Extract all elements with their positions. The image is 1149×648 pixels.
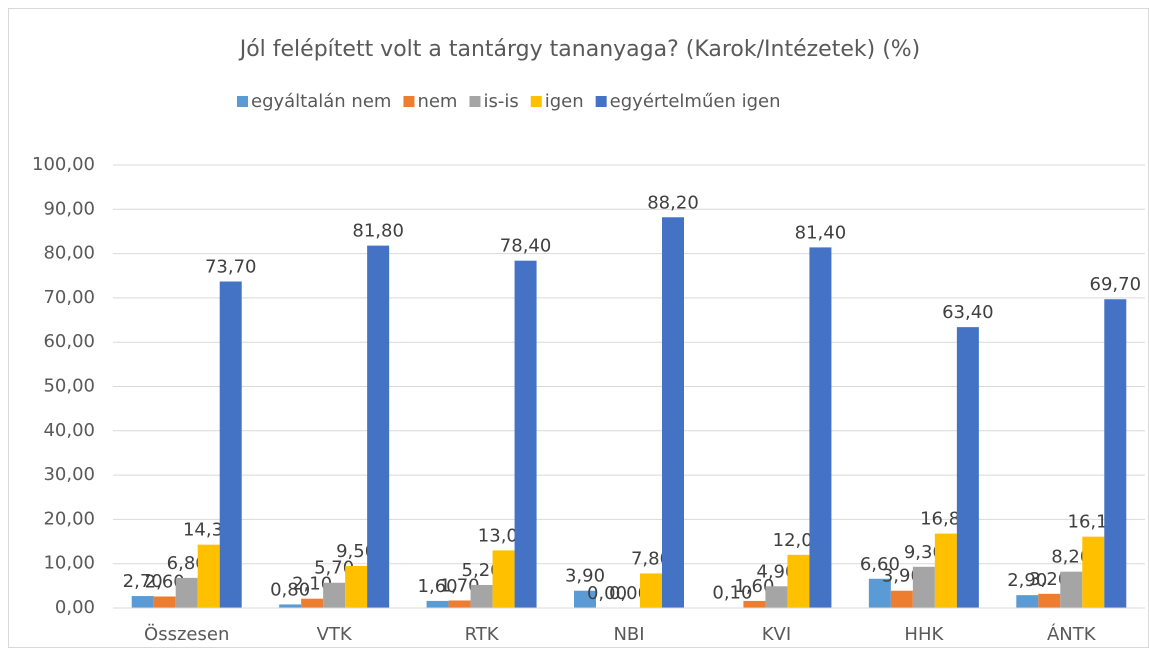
data-label: 9,50 [336, 541, 376, 562]
bar [662, 217, 684, 609]
bar [934, 533, 957, 608]
bar [367, 245, 390, 608]
data-label: 5,20 [462, 560, 502, 581]
bar [197, 544, 220, 608]
x-tick-label: NBI [613, 624, 644, 645]
bar [1060, 571, 1083, 608]
bar [1038, 593, 1061, 608]
data-label: 8,20 [1051, 547, 1091, 568]
data-label: 81,80 [352, 221, 404, 242]
x-tick-label: KVI [762, 624, 791, 645]
legend-label: egyáltalán nem [251, 91, 391, 112]
bar [448, 600, 471, 608]
bar [323, 582, 346, 608]
y-tick-label: 0,00 [55, 597, 95, 618]
bar [345, 565, 368, 608]
bar [492, 550, 515, 608]
data-label: 2,90 [1007, 570, 1047, 591]
y-tick-label: 30,00 [43, 464, 95, 485]
data-label: 1,70 [440, 575, 480, 596]
legend-label: nem [417, 91, 457, 112]
x-tick-label: RTK [465, 624, 500, 645]
y-tick-label: 20,00 [43, 508, 95, 529]
data-label: 7,80 [631, 548, 671, 569]
y-tick-label: 60,00 [43, 331, 95, 352]
bar [574, 590, 596, 608]
bar [175, 577, 198, 608]
bar [787, 554, 810, 608]
legend-swatch [530, 96, 542, 107]
bar [279, 604, 302, 608]
legend-label: egyértelműen igen [610, 91, 781, 112]
bar [426, 600, 449, 608]
x-tick-label: HHK [904, 624, 944, 645]
bar [1082, 536, 1105, 608]
bar [868, 578, 891, 608]
y-tick-label: 50,00 [43, 376, 95, 397]
data-label: 9,30 [904, 542, 944, 563]
data-label: 63,40 [942, 302, 994, 323]
bar [219, 281, 242, 608]
bar [809, 247, 832, 608]
bar [890, 590, 913, 608]
bar [956, 327, 979, 608]
x-tick-label: VTK [317, 624, 353, 645]
legend-swatch [237, 96, 248, 107]
data-label: 6,80 [167, 553, 207, 574]
data-label: 3,90 [882, 566, 922, 587]
bar [743, 600, 766, 608]
bar [131, 596, 154, 608]
chart-title: Jól felépített volt a tantárgy tananyaga… [238, 37, 921, 62]
data-label: 4,90 [756, 561, 796, 582]
legend-label: is-is [483, 91, 518, 112]
data-label: 5,70 [314, 558, 354, 579]
data-label: 2,60 [145, 571, 185, 592]
y-tick-label: 90,00 [43, 198, 95, 219]
data-label: 3,20 [1029, 569, 1069, 590]
bar [765, 586, 788, 608]
x-tick-label: Összesen [144, 623, 229, 645]
bar [912, 566, 935, 608]
data-label: 0,00 [609, 583, 649, 604]
data-label: 1,60 [734, 576, 774, 597]
y-tick-label: 80,00 [43, 243, 95, 264]
bar [1104, 299, 1127, 608]
data-label: 0,80 [270, 579, 310, 600]
legend-swatch [595, 96, 607, 107]
data-label: 2,70 [123, 571, 163, 592]
bar [301, 598, 324, 608]
data-label: 0,00 [587, 583, 627, 604]
bar [1016, 595, 1039, 608]
data-label: 73,70 [205, 257, 257, 278]
data-label: 2,10 [292, 574, 332, 595]
y-tick-label: 40,00 [43, 420, 95, 441]
y-tick-label: 100,00 [32, 154, 95, 175]
data-label: 78,40 [500, 236, 552, 257]
y-tick-label: 10,00 [43, 553, 95, 574]
data-label: 0,10 [712, 583, 752, 604]
legend-label: igen [545, 91, 584, 112]
bar [640, 573, 662, 608]
data-label: 81,40 [795, 222, 847, 243]
data-label: 1,60 [418, 576, 458, 597]
bar [470, 584, 493, 608]
legend-swatch [403, 96, 415, 107]
data-label: 69,70 [1090, 274, 1142, 295]
bar [514, 260, 537, 608]
legend-swatch [469, 96, 481, 107]
data-label: 6,60 [860, 554, 900, 575]
data-label: 3,90 [565, 566, 605, 587]
data-label: 88,20 [647, 192, 699, 213]
bar [153, 596, 176, 608]
x-tick-label: ÁNTK [1047, 623, 1097, 645]
y-tick-label: 70,00 [43, 287, 95, 308]
